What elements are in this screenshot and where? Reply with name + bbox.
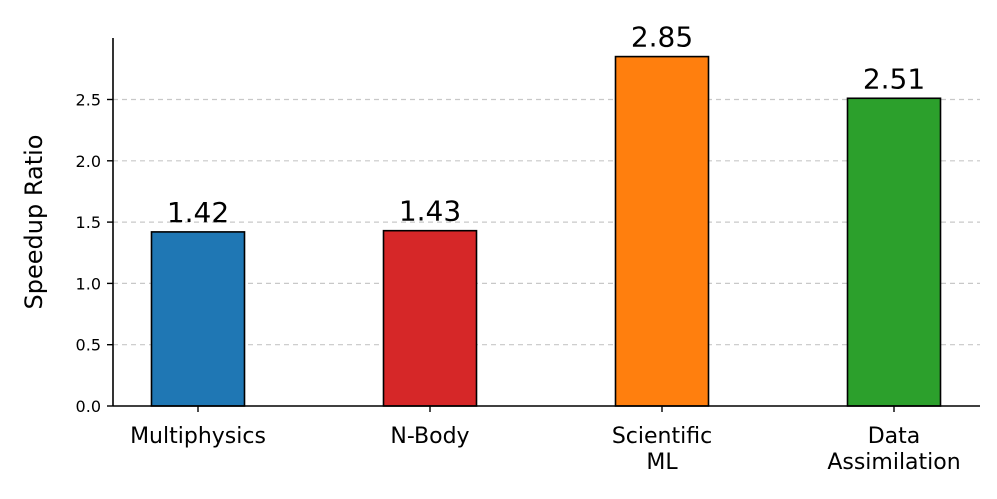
bar-value-label: 2.85	[631, 21, 693, 54]
bar	[846, 97, 942, 407]
bar-value-label: 1.42	[167, 196, 229, 229]
bars	[150, 55, 942, 407]
bar	[382, 229, 478, 407]
y-tick-label: 0.0	[76, 397, 101, 416]
x-category-label: Data Assimilation	[827, 424, 960, 475]
gridlines	[113, 98, 980, 346]
x-category-label: Scientific ML	[612, 424, 712, 475]
y-tick-label: 1.5	[76, 213, 101, 232]
y-ticks: 0.0 0.5 1.0 1.5 2.0 2.5	[76, 91, 113, 416]
y-tick-label: 1.0	[76, 274, 101, 293]
value-labels: 1.42 1.43 2.85 2.51	[167, 21, 925, 229]
y-tick-label: 0.5	[76, 336, 101, 355]
x-category-label: N-Body	[390, 424, 469, 449]
y-axis-label: Speedup Ratio	[20, 135, 48, 310]
y-tick-label: 2.5	[76, 91, 101, 110]
x-ticks: Multiphysics N-Body Scientific ML Data Assimi…	[130, 406, 961, 475]
x-category-label: Multiphysics	[130, 424, 266, 449]
bar-value-label: 2.51	[863, 62, 925, 95]
bar-value-label: 1.43	[399, 195, 461, 228]
y-tick-label: 2.0	[76, 152, 101, 171]
bar	[150, 231, 246, 407]
bar	[614, 55, 710, 407]
